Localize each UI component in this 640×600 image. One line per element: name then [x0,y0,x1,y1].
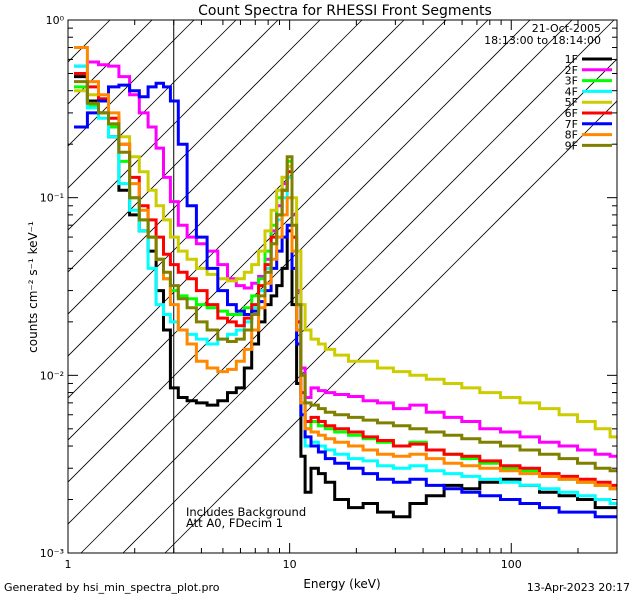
axes: 1 10 100 10⁰ 10⁻¹ 10⁻² 10⁻³ [40,14,618,571]
hatch-line [164,100,617,553]
series-9F [74,80,617,473]
legend-label: 3F [565,75,578,88]
legend-label: 5F [565,96,578,109]
legend-label: 4F [565,85,578,98]
y-tick-label: 10⁻¹ [40,192,64,205]
annotation-background: Includes Background [186,505,306,519]
hatch-line [68,20,573,525]
footer-timestamp: 13-Apr-2023 20:17 [526,581,630,594]
hatch-line [68,20,363,315]
legend-label: 6F [565,107,578,120]
x-tick-label: 1 [65,558,72,571]
hatch-line [68,20,279,231]
legend-label: 7F [565,118,578,131]
hatch-line [80,20,615,553]
series-7F [74,81,617,519]
hatch-line [68,20,489,441]
y-tick-label: 10⁰ [46,14,65,27]
hatch-line [68,20,321,273]
legend-label: 9F [565,139,578,152]
y-tick-label: 10⁻³ [40,547,64,560]
hatch-line [68,20,153,105]
legend-label: 2F [565,64,578,77]
plot-frame [67,19,618,554]
hatch-line [122,58,617,553]
hatch-line [68,20,237,189]
annotation-attenuator: Att A0, FDecim 1 [186,516,283,530]
hatch-line [68,20,405,357]
hatch-line [68,20,195,147]
legend-label: 1F [565,53,578,66]
hatch-line [68,20,447,399]
y-axis-label: counts cm⁻² s⁻¹ keV⁻¹ [26,221,40,353]
legend-date: 21-Oct-2005 [532,22,601,35]
chart-title: Count Spectra for RHESSI Front Segments [198,3,492,19]
footer-generated-by: Generated by hsi_min_spectra_plot.pro [4,581,220,594]
x-tick-label: 100 [501,558,522,571]
series-lines [74,46,617,519]
legend-time-range: 18:13:00 to 18:14:00 [484,34,601,47]
x-tick-label: 10 [283,558,297,571]
legend-label: 8F [565,129,578,142]
y-tick-label: 10⁻² [40,369,64,382]
x-axis-label: Energy (keV) [303,577,380,591]
